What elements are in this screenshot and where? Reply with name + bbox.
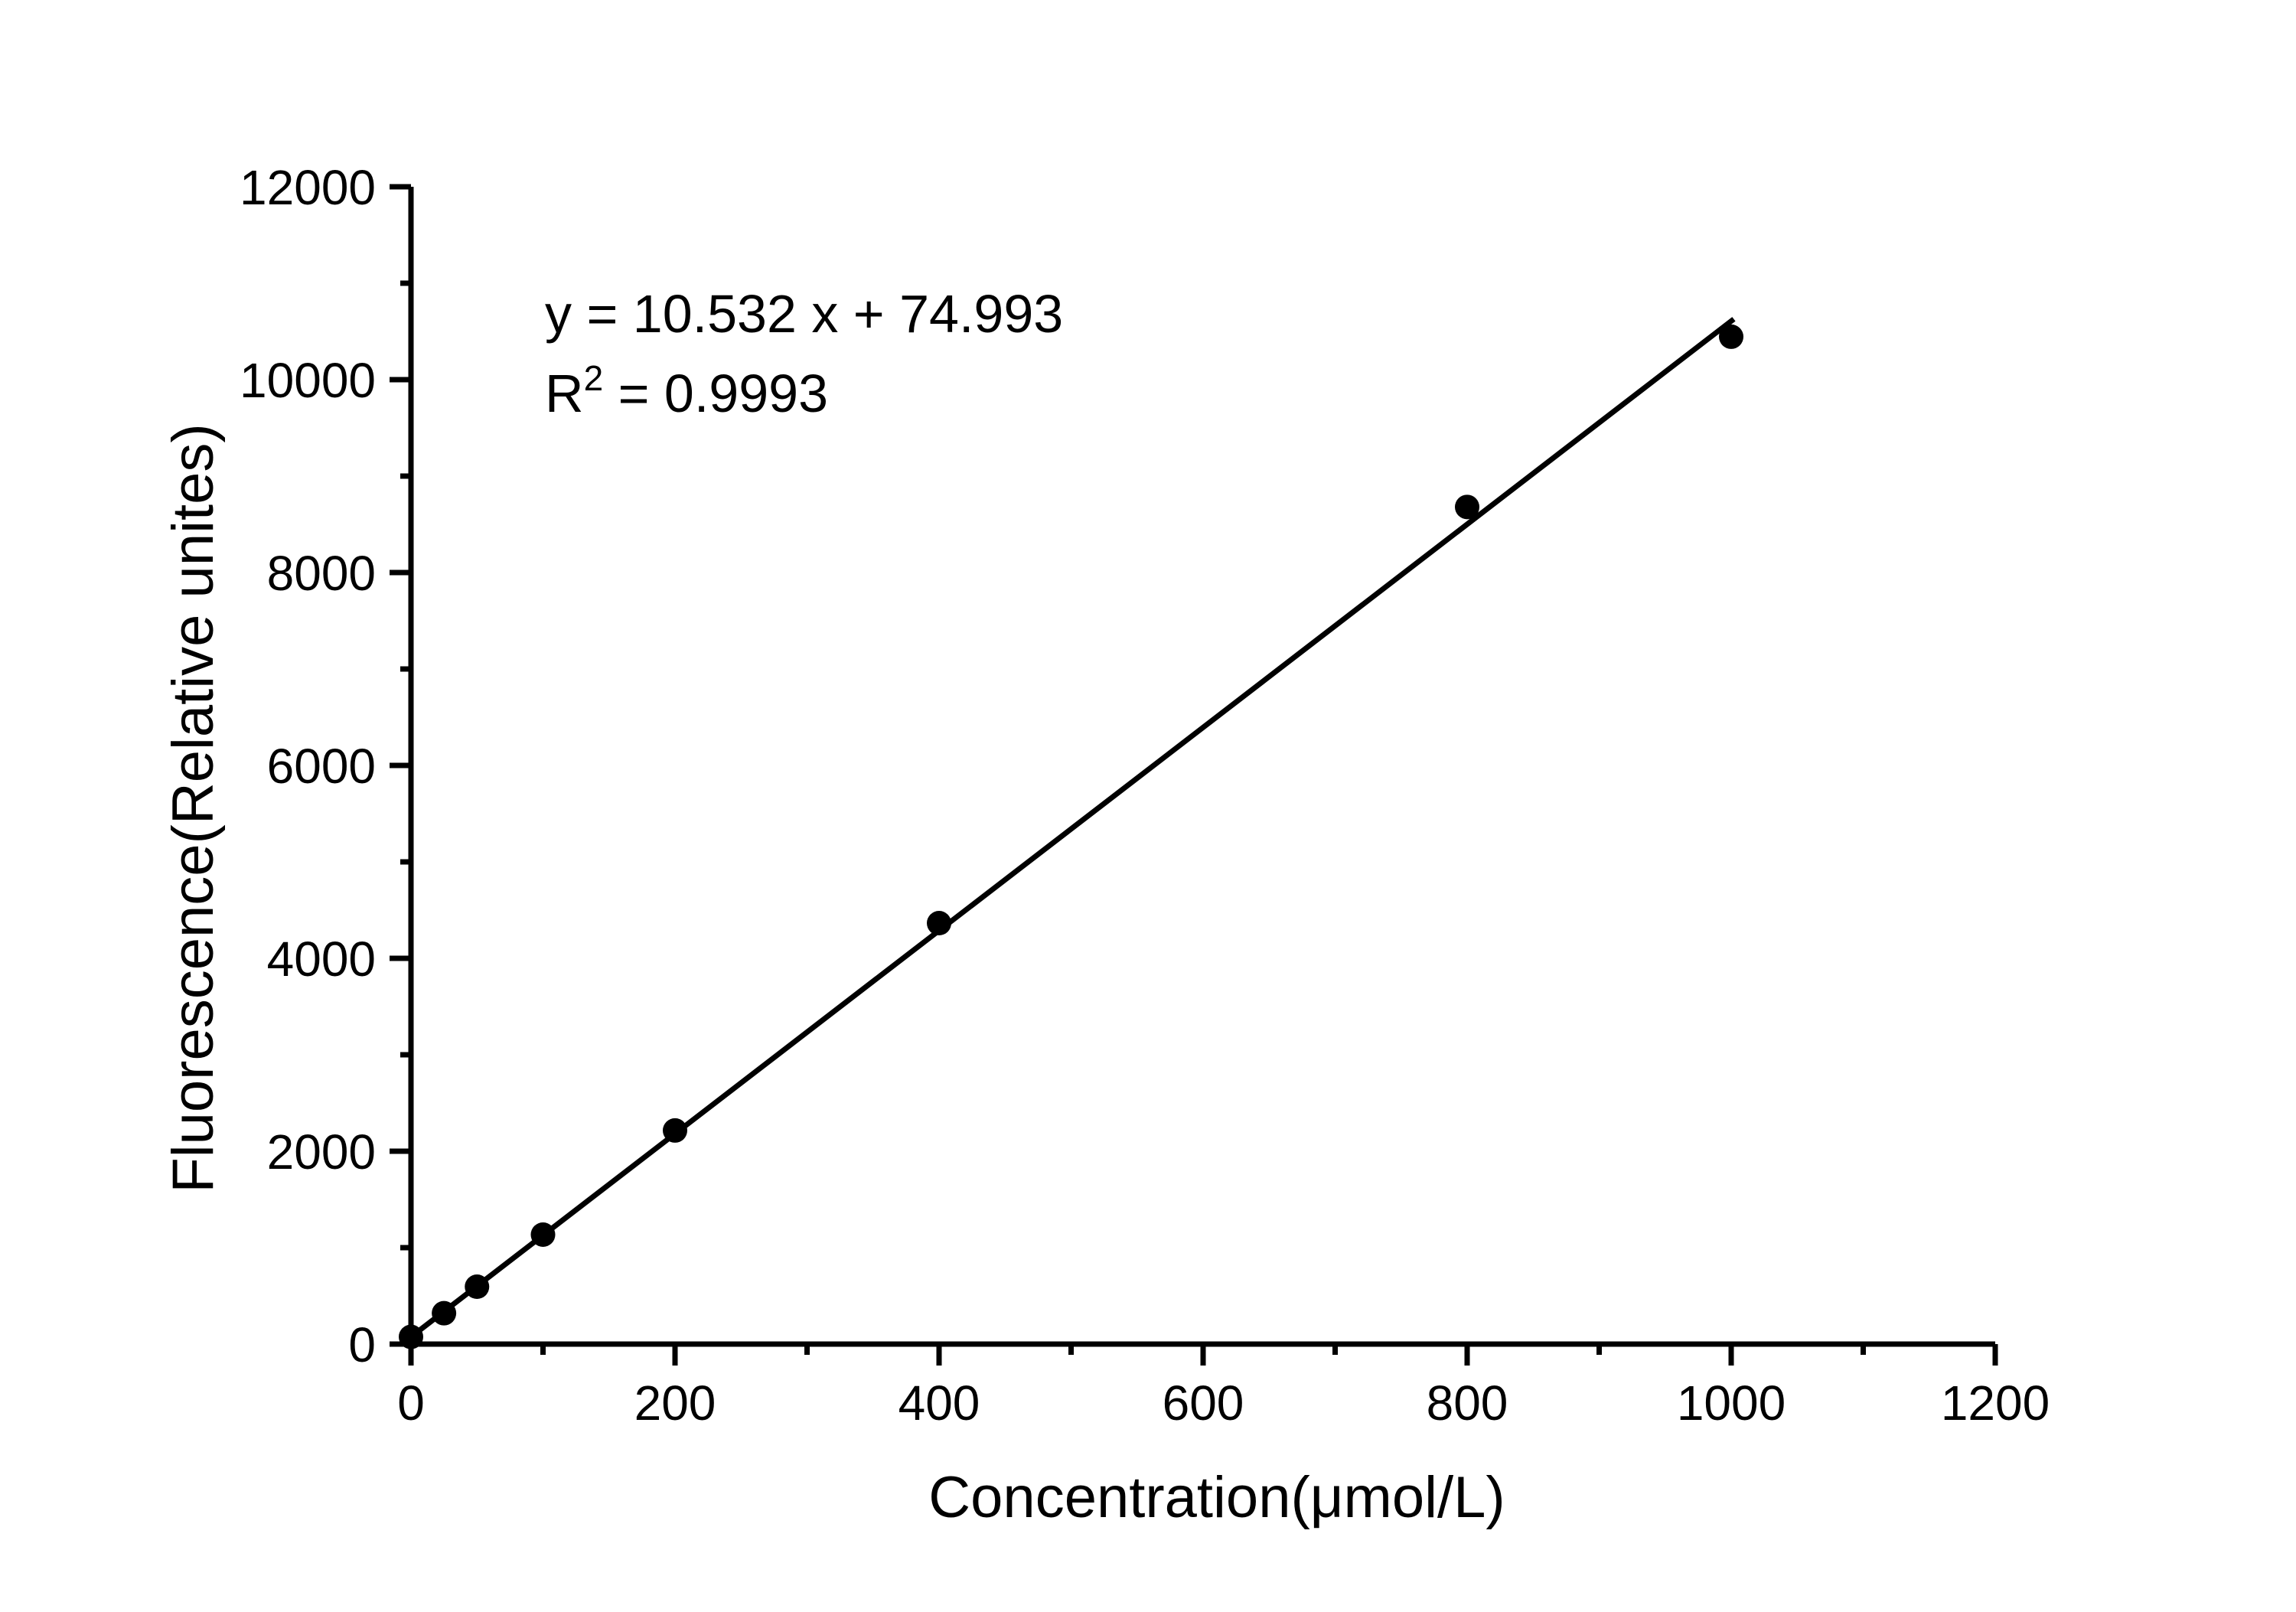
y-tick-label: 2000 (267, 1124, 376, 1180)
x-tick-label: 800 (1427, 1375, 1508, 1431)
y-tick-label: 4000 (267, 932, 376, 987)
y-axis-title: Fluorescence(Relative unites) (161, 423, 226, 1193)
axes: 0 200 400 600 800 1000 12000200040006000800010… (240, 160, 2050, 1431)
data-points (399, 324, 1743, 1349)
data-point (927, 911, 951, 936)
x-tick-label: 200 (634, 1375, 716, 1431)
x-axis-title: Concentration(μmol/L) (928, 1465, 1505, 1530)
data-point (1719, 324, 1743, 349)
x-tick-label: 600 (1163, 1375, 1244, 1431)
regression-line (409, 317, 1736, 1340)
y-tick-label: 0 (348, 1317, 376, 1372)
data-point (1455, 494, 1479, 520)
data-point (432, 1300, 457, 1326)
equation-text: y = 10.532 x + 74.993 (545, 284, 1063, 344)
y-tick-label: 8000 (267, 546, 376, 601)
axis-spines (408, 187, 1995, 1347)
data-point (465, 1274, 490, 1300)
data-point (663, 1118, 687, 1143)
x-tick-label: 400 (899, 1375, 980, 1431)
x-tick-label: 1000 (1677, 1375, 1786, 1431)
data-point (530, 1222, 556, 1247)
x-tick-label: 1200 (1941, 1375, 2050, 1431)
r-squared-text: R2 = 0.9993 (545, 358, 828, 423)
fit-line (409, 317, 1736, 1340)
x-tick-label: 0 (397, 1375, 425, 1431)
y-tick-label: 10000 (240, 353, 376, 408)
data-point (399, 1324, 423, 1349)
y-tick-label: 12000 (240, 160, 376, 215)
y-tick-label: 6000 (267, 739, 376, 794)
